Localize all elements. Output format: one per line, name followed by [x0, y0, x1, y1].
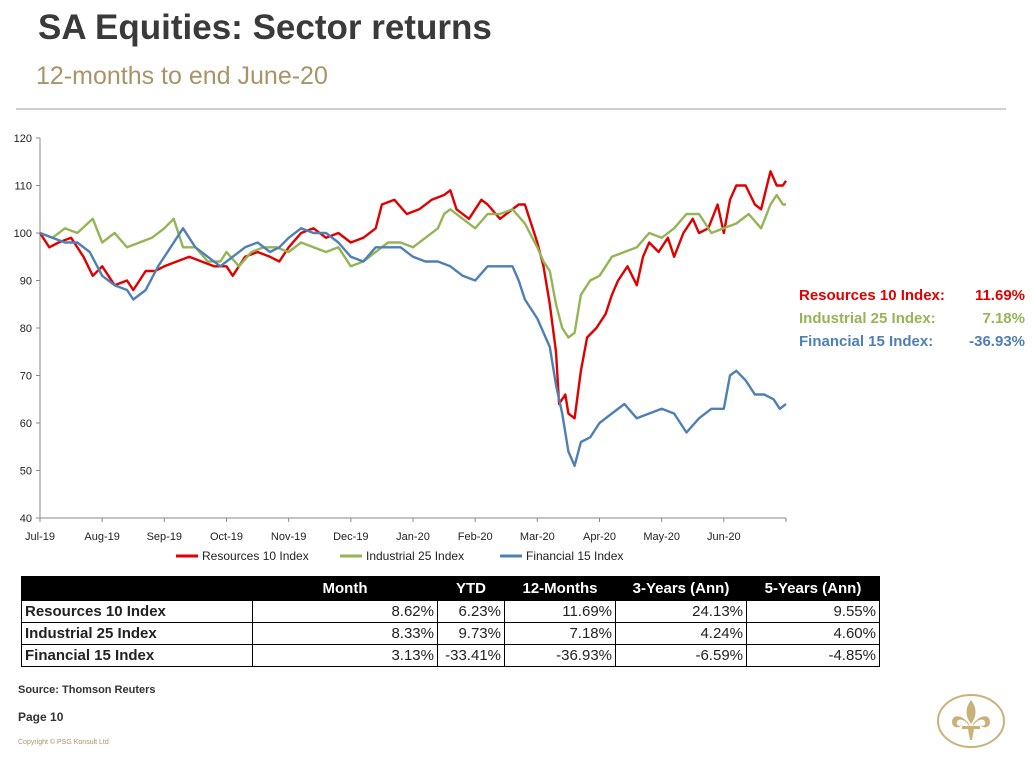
table-row: Resources 10 Index 8.62% 6.23% 11.69% 24… — [21, 600, 880, 623]
table-cell: 4.60% — [746, 622, 880, 645]
table-header: 5-Years (Ann) — [746, 576, 880, 601]
table-row: Financial 15 Index 3.13% -33.41% -36.93%… — [21, 644, 880, 667]
table-cell: 8.33% — [252, 622, 438, 645]
x-tick-label: May-20 — [643, 531, 680, 543]
table-cell: 11.69% — [504, 600, 616, 623]
source-note: Source: Thomson Reuters — [18, 684, 156, 696]
return-financial: Financial 15 Index: -36.93% — [799, 330, 1025, 353]
table-cell: 8.62% — [252, 600, 438, 623]
x-tick-label: Oct-19 — [210, 531, 243, 543]
copyright-note: Copyright © PSG Konsult Ltd — [18, 739, 109, 746]
series-line-financial-15-index — [39, 227, 787, 467]
table-cell: 7.18% — [504, 622, 616, 645]
table-header: 12-Months — [504, 576, 616, 601]
y-tick-label: 70 — [20, 371, 32, 383]
return-name: Industrial 25 Index: — [799, 310, 936, 327]
x-tick-label: Jun-20 — [707, 531, 741, 543]
y-tick-label: 90 — [20, 276, 32, 288]
page-title: SA Equities: Sector returns — [38, 8, 492, 47]
x-tick-label: Apr-20 — [583, 531, 616, 543]
return-value: 11.69% — [974, 287, 1025, 304]
title-divider — [16, 108, 1006, 110]
sector-returns-line-chart: 40 50 60 70 80 90 100 110 120 Jul-19 Aug-19 Sep-19 O… — [14, 133, 788, 563]
table-header: 3-Years (Ann) — [615, 576, 747, 601]
table-cell: -6.59% — [615, 644, 747, 667]
returns-summary: Resources 10 Index: 11.69% Industrial 25… — [799, 284, 1025, 353]
row-name: Industrial 25 Index — [21, 622, 253, 645]
row-name: Resources 10 Index — [21, 600, 253, 623]
y-tick-label: 50 — [20, 466, 32, 478]
table-header — [21, 576, 253, 601]
x-tick-label: Jul-19 — [25, 531, 55, 543]
page-subtitle: 12-months to end June-20 — [36, 62, 328, 90]
table-cell: -36.93% — [504, 644, 616, 667]
return-value: -36.93% — [969, 333, 1025, 350]
fleur-de-lis-icon — [937, 694, 1005, 748]
legend-label: Financial 15 Index — [526, 549, 623, 563]
return-industrial: Industrial 25 Index: 7.18% — [799, 307, 1025, 330]
y-tick-label: 40 — [20, 513, 32, 525]
table-cell: 9.55% — [746, 600, 880, 623]
return-value: 7.18% — [982, 310, 1025, 327]
x-tick-label: Sep-19 — [147, 531, 182, 543]
x-tick-label: Aug-19 — [84, 531, 119, 543]
x-tick-label: Mar-20 — [520, 531, 555, 543]
table-cell: 9.73% — [437, 622, 505, 645]
y-tick-label: 60 — [20, 418, 32, 430]
table-row: Industrial 25 Index 8.33% 9.73% 7.18% 4.… — [21, 622, 880, 645]
table-cell: 3.13% — [252, 644, 438, 667]
x-tick-label: Feb-20 — [458, 531, 493, 543]
x-tick-label: Jan-20 — [396, 531, 430, 543]
table-cell: 6.23% — [437, 600, 505, 623]
legend-label: Resources 10 Index — [202, 549, 309, 563]
table-header-row: Month YTD 12-Months 3-Years (Ann) 5-Year… — [21, 576, 880, 601]
table-cell: 24.13% — [615, 600, 747, 623]
table-header: Month — [252, 576, 438, 601]
table-cell: 4.24% — [615, 622, 747, 645]
page-number: Page 10 — [18, 710, 64, 724]
x-tick-label: Nov-19 — [271, 531, 306, 543]
y-tick-label: 80 — [20, 323, 32, 335]
return-name: Resources 10 Index: — [799, 287, 945, 304]
table-cell: -4.85% — [746, 644, 880, 667]
table-header: YTD — [437, 576, 505, 601]
y-tick-label: 110 — [14, 181, 32, 193]
legend-label: Industrial 25 Index — [366, 549, 464, 563]
series-line-resources-10-index — [38, 170, 788, 420]
x-tick-label: Dec-19 — [333, 531, 368, 543]
return-resources: Resources 10 Index: 11.69% — [799, 284, 1025, 307]
return-name: Financial 15 Index: — [799, 333, 934, 350]
y-tick-label: 100 — [14, 228, 32, 240]
series-line-industrial-25-index — [39, 193, 786, 339]
y-tick-label: 120 — [14, 133, 32, 145]
row-name: Financial 15 Index — [21, 644, 253, 667]
table-cell: -33.41% — [437, 644, 505, 667]
performance-table: Month YTD 12-Months 3-Years (Ann) 5-Year… — [21, 576, 880, 667]
